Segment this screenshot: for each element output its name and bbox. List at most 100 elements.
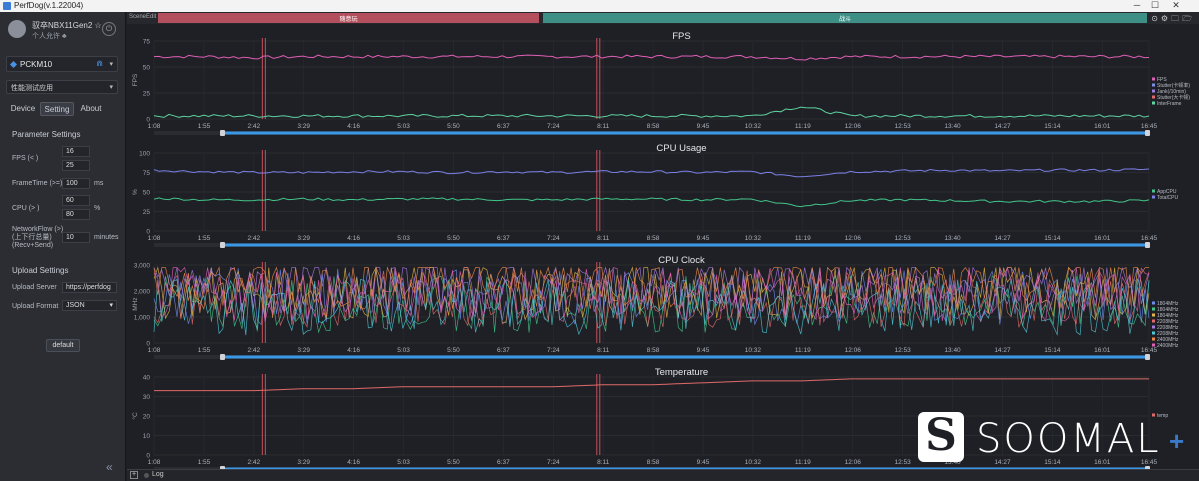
x-tick-label: 13:40 [944,347,961,354]
scene-segment-teal[interactable]: 战斗 [543,13,1147,23]
x-tick-label: 7:24 [547,235,560,242]
x-tick-label: 4:16 [347,235,360,242]
x-tick-label: 10:32 [745,347,762,354]
y-tick-label: 75 [143,39,151,46]
x-tick-label: 5:03 [397,123,410,130]
minimize-button[interactable]: ─ [1133,0,1141,10]
device-select[interactable]: PCKM10 ⋒ ▾ [6,56,118,72]
x-tick-label: 5:03 [397,347,410,354]
x-tick-label: 13:40 [944,123,961,130]
y-tick-label: 50 [143,190,151,197]
legend-swatch [1152,313,1155,317]
add-icon[interactable]: + [130,471,138,479]
cpu-threshold-input-2[interactable]: 80 [62,209,90,220]
legend-label: 2208MHz [1157,331,1179,337]
legend-label: temp [1157,413,1168,419]
fps-label: FPS (< ) [12,155,39,162]
app-icon [3,2,11,10]
scene-segment-teal-label: 战斗 [838,17,851,23]
chevron-down-icon: ▾ [109,84,113,91]
upload-settings-heading: Upload Settings [12,266,69,275]
x-tick-label: 3:29 [297,235,310,242]
time-scrollbar-range [224,243,1149,247]
scene-segment-red[interactable]: 随意玩 [158,13,539,23]
fps-threshold-input-2[interactable]: 25 [62,160,90,171]
sidebar: 驭卒NBX11Gen2 ☆ 个人允许 ♣ ⏻ PCKM10 ⋒ ▾ 性能测试应用… [0,12,126,481]
y-tick-label: 20 [143,414,151,421]
x-tick-label: 12:53 [894,459,911,466]
series-line [153,54,1150,61]
x-tick-label: 16:45 [1141,459,1158,466]
scene-edit-label[interactable]: SceneEdit [129,14,157,20]
toolbar-icons[interactable]: ⊙⚙🗀🗁 [1151,14,1195,23]
x-tick-label: 12:06 [845,347,862,354]
maximize-button[interactable]: ☐ [1150,0,1160,10]
networkflow-sublabel: (上下行总量) [12,234,52,241]
upload-server-input[interactable]: https://perfdog [62,282,117,293]
legend-label: Stutter(大卡顿) [1157,94,1190,101]
series-line [153,168,1150,178]
tab-about[interactable]: About [80,104,102,113]
x-tick-label: 13:40 [944,459,961,466]
time-scrollbar-handle-right [1145,242,1150,248]
x-tick-label: 12:06 [845,235,862,242]
legend-label: Stutter(卡顿率) [1157,82,1190,89]
networkflow-input[interactable]: 10 [62,232,90,243]
legend-swatch [1152,307,1155,311]
y-tick-label: 0 [146,453,150,460]
y-axis-label: °C [131,412,139,420]
legend-label: 2208MHz [1157,319,1179,325]
user-panel: 驭卒NBX11Gen2 ☆ 个人允许 ♣ ⏻ [8,18,120,48]
x-tick-label: 3:29 [297,459,310,466]
networkflow-label: NetworkFlow (>) [12,226,64,233]
x-tick-label: 5:03 [397,235,410,242]
user-name: 驭卒NBX11Gen2 ☆ [32,21,102,30]
x-tick-label: 9:45 [697,123,710,130]
x-tick-label: 8:58 [647,235,660,242]
x-tick-label: 1:55 [198,123,211,130]
legend-swatch [1152,301,1155,305]
y-tick-label: 0 [146,341,150,348]
time-scrollbar-handle-right [1145,130,1150,136]
legend-swatch [1152,189,1155,193]
chart-title: CPU Clock [658,255,705,266]
tab-setting[interactable]: Setting [40,102,74,116]
legend-swatch [1152,331,1155,335]
legend-swatch [1152,319,1155,323]
x-tick-label: 9:45 [697,235,710,242]
time-scrollbar-handle-left [220,242,225,248]
legend-label: 1804MHz [1157,301,1179,307]
x-tick-label: 8:58 [647,347,660,354]
logout-icon[interactable]: ⏻ [102,22,116,36]
wifi-icon: ⋒ [96,59,103,68]
legend-label: 2400MHz [1157,343,1179,349]
cpu-threshold-input-1[interactable]: 60 [62,195,90,206]
cpu-label: CPU (> ) [12,205,40,212]
y-tick-label: 3,000 [134,263,151,270]
x-tick-label: 5:50 [447,123,460,130]
x-tick-label: 14:27 [994,459,1011,466]
legend-label: TotalCPU [1157,195,1179,201]
fps-threshold-input-1[interactable]: 16 [62,146,90,157]
upload-format-select[interactable]: JSON ▾ [62,300,117,311]
close-button[interactable]: ✕ [1172,0,1180,10]
x-tick-label: 6:37 [497,123,510,130]
app-select[interactable]: 性能测试应用 ▾ [6,80,118,94]
log-label[interactable]: Log [152,471,164,478]
x-tick-label: 15:14 [1044,123,1061,130]
frametime-input[interactable]: 100 [62,178,90,189]
legend-swatch [1152,89,1155,93]
y-tick-label: 40 [143,375,151,382]
x-tick-label: 14:27 [994,123,1011,130]
frametime-label: FrameTime (>=) [12,180,63,187]
x-tick-label: 6:37 [497,459,510,466]
default-button[interactable]: default [46,339,80,352]
x-tick-label: 8:11 [597,123,610,130]
legend-label: InterFrame [1157,101,1182,107]
x-tick-label: 1:55 [198,235,211,242]
networkflow-sublabel-2: (Recv+Send) [12,242,54,249]
tab-device[interactable]: Device [10,104,36,113]
x-tick-label: 5:50 [447,235,460,242]
collapse-sidebar-icon[interactable]: « [106,460,113,474]
x-tick-label: 5:03 [397,459,410,466]
